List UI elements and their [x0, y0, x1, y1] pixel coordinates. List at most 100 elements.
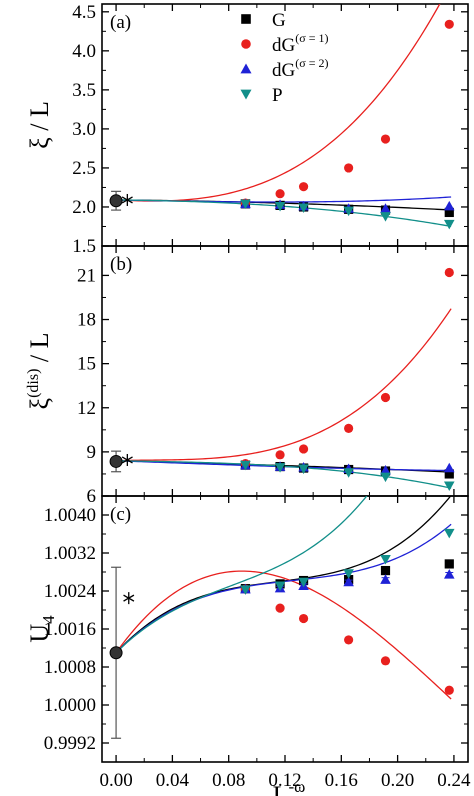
data-point-s1-3: [344, 163, 354, 173]
y-tick-label: 2.0: [72, 197, 96, 218]
data-point-s1-2: [298, 182, 309, 192]
legend-label-sup: (σ = 1): [295, 31, 328, 45]
extrapolated-point: [109, 454, 123, 468]
data-point-s3-5: [443, 219, 455, 230]
data-point-s1-3: [344, 635, 354, 645]
y-tick-label: 12: [77, 398, 96, 419]
y-tick-label: 21: [77, 265, 96, 286]
data-point-s3-1: [274, 201, 286, 212]
y-axis-label-main: ξ: [25, 398, 54, 410]
data-point-s3-0: [240, 199, 251, 210]
data-point-s0-5: [444, 207, 454, 218]
y-tick-label: 1.5: [72, 236, 96, 257]
y-axis-label-sub: 4: [39, 615, 58, 624]
data-point-s3-5: [443, 528, 455, 539]
x-tick-label: 0.00: [99, 770, 132, 791]
data-point-s3-4: [380, 554, 391, 565]
legend-marker-0: [241, 14, 251, 24]
y-axis-label-suffix: / L: [25, 332, 54, 368]
data-point-s1-1: [275, 450, 285, 460]
data-point-s2-4: [380, 574, 391, 584]
data-point-s1-2: [298, 444, 309, 454]
legend-marker-1: [241, 39, 251, 49]
data-point-s3-4: [380, 472, 391, 483]
data-point-s0-4: [380, 565, 391, 576]
data-point-s2-5: [443, 569, 455, 579]
data-point-s1-3: [344, 423, 354, 433]
y-tick-label: 15: [77, 354, 96, 375]
y-axis-label: ξ(dis) / L: [25, 332, 54, 409]
panel-tag: (b): [110, 254, 132, 275]
data-point-s3-1: [274, 463, 286, 473]
legend-label-3: P: [272, 85, 283, 106]
x-tick-label: 0.12: [268, 770, 301, 791]
fit-curve-3: [115, 496, 368, 654]
y-tick-label: 4.0: [72, 41, 96, 62]
fit-curve-0: [115, 496, 452, 654]
legend-marker-2: [240, 63, 252, 74]
legend: GdG(σ = 1)dG(σ = 2)P: [240, 10, 328, 106]
fit-curve-1: [116, 308, 452, 462]
x-axis-label: L-ω: [273, 777, 306, 796]
y-tick-label: 3.5: [72, 80, 96, 101]
data-point-s3-0: [240, 585, 251, 595]
data-point-s2-4: [380, 464, 391, 475]
y-tick-label: 0.9992: [44, 733, 96, 754]
y-tick-label: 1.0016: [44, 619, 96, 640]
data-point-s3-5: [443, 481, 455, 491]
data-point-s1-5: [444, 19, 454, 29]
y-axis-label: U4: [25, 615, 58, 643]
fit-curve-1: [115, 570, 452, 700]
x-axis-label-main: L: [273, 781, 289, 796]
legend-label-2: dG(σ = 2): [272, 56, 328, 81]
y-tick-label: 1.0024: [44, 581, 97, 602]
data-point-s3-3: [343, 206, 354, 217]
star-marker: [121, 193, 133, 206]
extrapolated-point: [109, 646, 123, 660]
legend-label-sup: (σ = 2): [295, 56, 328, 70]
y-tick-label: 9: [87, 442, 97, 463]
data-point-s3-3: [343, 569, 354, 579]
data-point-s1-5: [444, 685, 454, 695]
y-tick-label: 1.0008: [44, 657, 96, 678]
x-tick-label: 0.08: [212, 770, 245, 791]
data-point-s1-1: [275, 603, 285, 613]
star-marker: [121, 453, 133, 466]
data-point-s3-2: [298, 203, 309, 214]
data-point-s3-0: [240, 460, 251, 471]
panel-tag: (a): [110, 12, 131, 33]
extrapolated-point: [109, 194, 123, 208]
data-point-s3-2: [298, 577, 309, 588]
y-tick-label: 1.0032: [44, 543, 96, 564]
y-tick-label: 4.5: [72, 2, 96, 23]
data-point-s1-1: [275, 189, 285, 199]
y-tick-label: 1.0040: [44, 505, 96, 526]
data-point-s2-3: [343, 576, 354, 587]
data-point-s1-5: [444, 267, 454, 278]
data-point-s2-5: [443, 462, 455, 473]
x-axis-label-sup: -ω: [289, 777, 306, 796]
y-tick-label: 2.5: [72, 158, 96, 179]
x-tick-label: 0.16: [325, 770, 358, 791]
y-tick-label: 1.0000: [44, 695, 96, 716]
legend-label-main: dG: [272, 35, 296, 56]
data-point-s1-2: [298, 613, 309, 624]
data-point-s0-5: [444, 559, 454, 569]
y-tick-label: 18: [77, 310, 96, 331]
y-axis-label-main: U: [25, 624, 54, 643]
x-tick-label: 0.24: [437, 770, 471, 791]
legend-marker-3: [240, 89, 252, 100]
legend-label-main: P: [272, 85, 283, 106]
data-point-s1-4: [380, 134, 391, 144]
plot-frame: [101, 495, 469, 763]
data-point-s3-1: [274, 581, 286, 592]
panel-2: 0.9992 1.0000 1.0008 1.0016 1.0024 1.0032 1.00…: [25, 495, 469, 763]
y-axis-label: ξ / L: [25, 101, 54, 149]
data-point-s0-5: [444, 469, 454, 479]
data-point-s2-5: [443, 200, 455, 211]
y-axis-label-main: ξ / L: [25, 101, 54, 149]
data-point-s1-4: [380, 392, 391, 403]
data-point-s3-4: [380, 212, 391, 222]
panel-tag: (c): [110, 504, 131, 525]
